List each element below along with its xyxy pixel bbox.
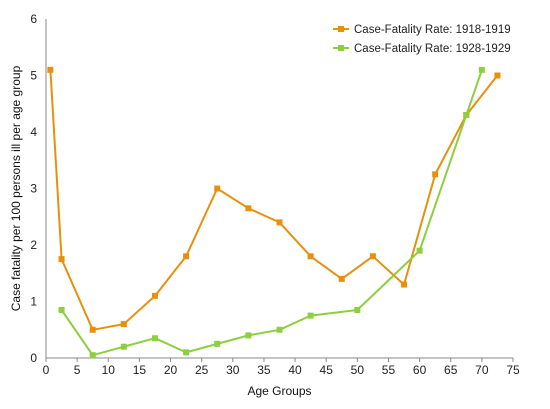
data-point	[183, 253, 190, 260]
data-point	[58, 256, 65, 263]
x-tick-label: 15	[133, 363, 147, 377]
data-point	[432, 171, 439, 178]
data-point	[214, 185, 221, 192]
data-point	[369, 253, 376, 260]
x-tick-label: 5	[74, 363, 81, 377]
data-point	[478, 66, 485, 73]
x-tick-label: 45	[320, 363, 334, 377]
data-point	[89, 352, 96, 359]
data-point	[120, 321, 127, 328]
series-line	[60, 69, 483, 357]
legend-swatch-marker	[338, 26, 344, 32]
series-line	[49, 69, 499, 331]
series-1	[47, 66, 501, 333]
chart-legend: Case-Fatality Rate: 1918-1919 Case-Fatali…	[333, 24, 511, 55]
data-point	[307, 312, 314, 319]
data-point	[338, 275, 345, 282]
x-tick-label: 0	[43, 363, 50, 377]
data-point	[89, 326, 96, 333]
y-tick-label: 6	[30, 12, 37, 26]
legend-item: Case-Fatality Rate: 1928-1929	[333, 43, 511, 55]
x-tick-label: 35	[257, 363, 271, 377]
x-tick-label: 50	[351, 363, 365, 377]
data-point	[151, 335, 158, 342]
data-point	[307, 253, 314, 260]
x-tick-label: 40	[288, 363, 302, 377]
x-tick-label: 65	[444, 363, 458, 377]
y-tick-label: 5	[30, 69, 37, 83]
data-point	[214, 340, 221, 347]
x-tick-label: 60	[413, 363, 427, 377]
y-tick-label: 4	[30, 125, 37, 139]
y-tick-label: 0	[30, 351, 37, 365]
data-point	[47, 66, 54, 73]
x-tick-label: 10	[102, 363, 116, 377]
x-tick-label: 30	[226, 363, 240, 377]
x-axis-title: Age Groups	[247, 384, 311, 398]
legend-item: Case-Fatality Rate: 1918-1919	[333, 24, 511, 36]
x-tick-label: 55	[382, 363, 396, 377]
data-point	[245, 205, 252, 212]
x-tick-label: 70	[475, 363, 489, 377]
data-point	[183, 349, 190, 356]
x-tick-label: 20	[164, 363, 178, 377]
legend-label: Case-Fatality Rate: 1918-1919	[354, 24, 511, 36]
x-tick-label: 25	[195, 363, 209, 377]
data-point	[494, 72, 501, 79]
series-2	[58, 66, 485, 359]
y-tick-label: 3	[30, 182, 37, 196]
data-point	[463, 112, 470, 119]
legend-swatch-marker	[338, 45, 344, 51]
y-tick-label: 1	[30, 295, 37, 309]
data-point	[151, 292, 158, 299]
data-point	[276, 326, 283, 333]
y-tick-label: 2	[30, 238, 37, 252]
data-point	[416, 247, 423, 254]
y-axis-title: Case fatality per 100 persons ill per ag…	[9, 65, 23, 311]
data-point	[276, 219, 283, 226]
x-tick-label: 75	[506, 363, 520, 377]
series-lines	[47, 66, 501, 359]
legend-label: Case-Fatality Rate: 1928-1929	[354, 43, 511, 55]
data-point	[245, 332, 252, 339]
data-point	[401, 281, 408, 288]
data-point	[58, 306, 65, 313]
data-point	[120, 343, 127, 350]
data-point	[354, 306, 361, 313]
